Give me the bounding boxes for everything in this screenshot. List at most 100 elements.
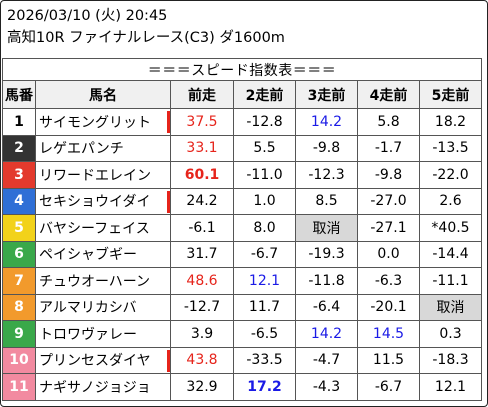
speed-index-cell: 11.5	[357, 346, 420, 374]
horse-name: リワードエレイン	[35, 161, 171, 189]
speed-index-table: ＝＝＝スピード指数表＝＝＝ 馬番 馬名 前走 2走前 3走前 4走前 5走前 1…	[2, 58, 482, 401]
horse-name: アルマリカシバ	[35, 293, 171, 321]
horse-number: 7	[2, 267, 36, 295]
table-row: 5 バヤシーフェイス -6.1 8.0 取消 -27.1 *40.5	[2, 214, 482, 242]
horse-number: 5	[2, 214, 36, 242]
horse-name-label: サイモングリット	[39, 114, 151, 131]
column-header-name: 馬名	[35, 80, 171, 109]
horse-name: ナギサノジョジョ	[35, 373, 171, 401]
horse-name: ペイシャブギー	[35, 240, 171, 268]
column-header-5th: 5走前	[419, 80, 482, 109]
speed-index-cell: -12.7	[170, 293, 234, 321]
speed-index-cell: -6.1	[170, 214, 234, 242]
speed-index-cell: -6.7	[357, 373, 420, 401]
speed-index-cell: 24.2	[170, 187, 234, 215]
speed-index-cell: 12.1	[233, 267, 296, 295]
speed-index-cell: -22.0	[419, 161, 482, 189]
table-row: 4 セキショウイダイ 24.2 1.0 8.5 -27.0 2.6	[2, 187, 482, 215]
horse-name-label: トロワヴァレー	[39, 326, 137, 343]
speed-index-cell: -19.3	[295, 240, 358, 268]
speed-index-cell: -6.5	[233, 320, 296, 348]
speed-index-cell: -9.8	[295, 134, 358, 162]
horse-name: チュウオーハーン	[35, 267, 171, 295]
speed-index-cell: -18.3	[419, 346, 482, 374]
horse-name-label: セキショウイダイ	[39, 194, 151, 211]
speed-index-cell: 8.5	[295, 187, 358, 215]
horse-name-label: レゲエパンチ	[39, 141, 124, 158]
table-row: 3 リワードエレイン 60.1 -11.0 -12.3 -9.8 -22.0	[2, 161, 482, 189]
horse-name-label: ペイシャブギー	[39, 247, 137, 264]
speed-index-cell: -11.8	[295, 267, 358, 295]
horse-number: 3	[2, 161, 36, 189]
speed-index-cell: 43.8	[170, 346, 234, 374]
race-datetime: 2026/03/10 (火) 20:45	[7, 8, 168, 24]
table-row: 9 トロワヴァレー 3.9 -6.5 14.2 14.5 0.3	[2, 320, 482, 348]
speed-index-cell: 33.1	[170, 134, 234, 162]
speed-index-cell: -33.5	[233, 346, 296, 374]
table-row: 2 レゲエパンチ 33.1 5.5 -9.8 -1.7 -13.5	[2, 134, 482, 162]
column-header-3rd: 3走前	[295, 80, 358, 109]
horse-name-label: リワードエレイン	[39, 167, 151, 184]
speed-index-cell: 取消	[419, 293, 482, 321]
horse-number: 11	[2, 373, 36, 401]
horse-number: 4	[2, 187, 36, 215]
column-header-last: 前走	[170, 80, 234, 109]
speed-index-cell: 17.2	[233, 373, 296, 401]
speed-index-cell: -13.5	[419, 134, 482, 162]
horse-name: サイモングリット	[35, 108, 171, 136]
speed-index-cell: -20.1	[357, 293, 420, 321]
horse-number: 8	[2, 293, 36, 321]
speed-index-cell: -12.8	[233, 108, 296, 136]
speed-index-cell: 14.2	[295, 108, 358, 136]
horse-number: 6	[2, 240, 36, 268]
horse-name-label: プリンセスダイヤ	[39, 353, 151, 370]
horse-name-label: バヤシーフェイス	[39, 220, 150, 237]
speed-index-cell: -11.0	[233, 161, 296, 189]
horse-name: プリンセスダイヤ	[35, 346, 171, 374]
table-row: 6 ペイシャブギー 31.7 -6.7 -19.3 0.0 -14.4	[2, 240, 482, 268]
speed-index-cell: 0.0	[357, 240, 420, 268]
race-info: 高知10R ファイナルレース(C3) ダ1600m	[7, 30, 285, 46]
horse-number: 9	[2, 320, 36, 348]
speed-index-cell: 31.7	[170, 240, 234, 268]
speed-index-cell: 48.6	[170, 267, 234, 295]
speed-index-cell: 3.9	[170, 320, 234, 348]
speed-index-cell: 12.1	[419, 373, 482, 401]
speed-index-cell: 0.3	[419, 320, 482, 348]
column-header-number: 馬番	[2, 80, 36, 109]
horse-number: 10	[2, 346, 36, 374]
table-row: 7 チュウオーハーン 48.6 12.1 -11.8 -6.3 -11.1	[2, 267, 482, 295]
speed-index-cell: -6.4	[295, 293, 358, 321]
speed-index-cell: 5.8	[357, 108, 420, 136]
speed-index-cell: 37.5	[170, 108, 234, 136]
speed-index-cell: 11.7	[233, 293, 296, 321]
speed-index-cell: 取消	[295, 214, 358, 242]
column-header-4th: 4走前	[357, 80, 420, 109]
horse-number: 1	[2, 108, 36, 136]
table-title: ＝＝＝スピード指数表＝＝＝	[2, 58, 482, 81]
horse-name: バヤシーフェイス	[35, 214, 171, 242]
speed-index-cell: -1.7	[357, 134, 420, 162]
speed-index-cell: -14.4	[419, 240, 482, 268]
table-row: 11 ナギサノジョジョ 32.9 17.2 -4.3 -6.7 12.1	[2, 373, 482, 401]
speed-index-cell: 14.5	[357, 320, 420, 348]
speed-index-cell: 2.6	[419, 187, 482, 215]
speed-index-cell: 60.1	[170, 161, 234, 189]
speed-index-cell: -4.3	[295, 373, 358, 401]
horse-name: セキショウイダイ	[35, 187, 171, 215]
speed-index-cell: -27.0	[357, 187, 420, 215]
speed-index-cell: -4.7	[295, 346, 358, 374]
speed-index-cell: 18.2	[419, 108, 482, 136]
speed-index-cell: -11.1	[419, 267, 482, 295]
speed-index-cell: 14.2	[295, 320, 358, 348]
horse-name-label: ナギサノジョジョ	[39, 379, 151, 396]
speed-index-cell: 8.0	[233, 214, 296, 242]
speed-index-cell: -6.3	[357, 267, 420, 295]
table-row: 10 プリンセスダイヤ 43.8 -33.5 -4.7 11.5 -18.3	[2, 346, 482, 374]
speed-index-cell: 32.9	[170, 373, 234, 401]
horse-name: トロワヴァレー	[35, 320, 171, 348]
highlight-marker	[167, 349, 170, 372]
column-header-2nd: 2走前	[233, 80, 296, 109]
speed-index-cell: -27.1	[357, 214, 420, 242]
